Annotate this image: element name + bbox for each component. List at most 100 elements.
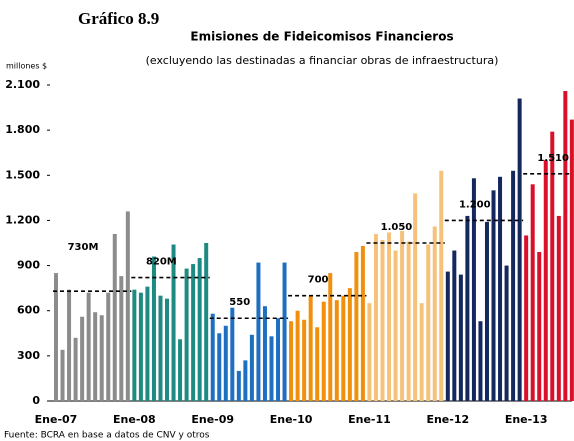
- y-tick-label: 1.200: [5, 213, 40, 226]
- bar: [158, 295, 163, 401]
- y-tick-label: 0: [32, 394, 40, 407]
- bar: [80, 316, 85, 401]
- bar: [132, 289, 137, 401]
- bar: [556, 215, 561, 401]
- bar: [367, 303, 372, 401]
- bar: [432, 226, 437, 401]
- bar: [197, 258, 202, 401]
- average-label: 700: [308, 275, 329, 286]
- bar: [439, 170, 444, 401]
- bar: [543, 160, 548, 401]
- bar: [276, 318, 281, 401]
- bar: [67, 289, 72, 401]
- bar: [347, 288, 352, 401]
- x-tick-label: Ene-10: [270, 413, 313, 426]
- bar: [99, 315, 104, 401]
- bar: [354, 252, 359, 401]
- bar: [393, 250, 398, 401]
- bar: [230, 307, 235, 401]
- source: Fuente: BCRA en base a datos de CNV y ot…: [4, 431, 210, 441]
- bar: [178, 339, 183, 401]
- bar: [406, 241, 411, 401]
- bar: [373, 233, 378, 401]
- bar: [413, 193, 418, 401]
- bar: [426, 244, 431, 401]
- bar: [262, 306, 267, 401]
- bar: [400, 230, 405, 401]
- y-tick-label: 1.500: [5, 168, 40, 181]
- bar: [524, 235, 529, 401]
- bar: [569, 119, 574, 401]
- bar: [204, 243, 209, 401]
- bar: [458, 274, 463, 401]
- bar: [537, 252, 542, 401]
- average-label: 1.200: [459, 199, 491, 210]
- bar: [465, 215, 470, 401]
- chart-subtitle: (excluyendo las destinadas a financiar o…: [146, 54, 499, 67]
- bar: [223, 325, 228, 401]
- bar: [478, 321, 483, 401]
- bar: [86, 292, 91, 401]
- chart-title: Emisiones de Fideicomisos Financieros: [190, 30, 453, 44]
- bar: [125, 211, 130, 401]
- bar: [484, 221, 489, 401]
- x-tick-label: Ene-11: [348, 413, 391, 426]
- bar: [54, 273, 58, 401]
- bar: [308, 295, 313, 401]
- bar: [210, 313, 215, 401]
- y-tick-label: 900: [17, 259, 40, 272]
- bar: [321, 301, 326, 401]
- average-label: 730M: [68, 242, 99, 253]
- bar: [360, 246, 365, 401]
- bar: [295, 310, 300, 401]
- x-tick-label: Ene-13: [505, 413, 548, 426]
- y-tick-label: 600: [17, 304, 40, 317]
- average-label: 820M: [146, 257, 177, 268]
- x-tick-label: Ene-09: [191, 413, 234, 426]
- bar: [269, 336, 274, 401]
- bar: [256, 262, 261, 401]
- x-tick-label: Ene-12: [426, 413, 469, 426]
- bar: [445, 271, 450, 401]
- bar: [60, 349, 65, 401]
- bar: [491, 190, 496, 401]
- bar: [282, 262, 287, 401]
- bar: [191, 264, 196, 401]
- bar: [73, 337, 78, 401]
- bar: [550, 131, 555, 401]
- bar: [419, 303, 424, 401]
- bar: [151, 256, 156, 401]
- bar: [452, 250, 457, 401]
- bar: [341, 295, 346, 401]
- bar: [184, 268, 189, 401]
- bar: [498, 176, 503, 401]
- bar: [504, 265, 509, 401]
- y-axis-label: millones $: [6, 62, 47, 71]
- y-tick-label: 2.100: [5, 78, 40, 91]
- bar: [517, 98, 522, 402]
- average-label: 1.050: [381, 222, 413, 233]
- bar: [387, 232, 392, 401]
- average-label: 1.510: [537, 153, 569, 164]
- bar: [249, 334, 254, 401]
- figure-label: Gráfico 8.9: [78, 9, 159, 28]
- bar: [112, 233, 117, 401]
- bar: [315, 327, 320, 401]
- bar: [243, 360, 248, 401]
- bar: [93, 312, 98, 401]
- x-tick-label: Ene-08: [113, 413, 156, 426]
- bar: [236, 370, 241, 401]
- bar: [471, 178, 476, 401]
- bar: [380, 239, 385, 401]
- average-label: 550: [229, 297, 250, 308]
- bar: [302, 319, 307, 401]
- bar: [334, 300, 339, 401]
- y-tick-label: 1.800: [5, 123, 40, 136]
- y-tick-label: 300: [17, 349, 40, 362]
- x-tick-label: Ene-07: [35, 413, 78, 426]
- bar: [106, 292, 111, 401]
- bar: [328, 273, 333, 401]
- bar: [530, 184, 535, 401]
- bar: [165, 298, 170, 401]
